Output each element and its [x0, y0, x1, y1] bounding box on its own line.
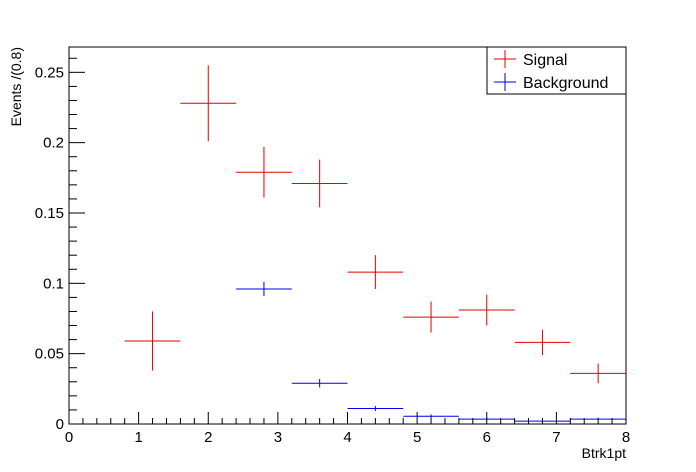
x-tick-label: 5 [413, 429, 421, 446]
data-point-background [403, 414, 459, 419]
legend-box [486, 46, 627, 95]
legend-entry-background: Background [494, 73, 608, 92]
legend-entry-signal: Signal [494, 50, 567, 69]
legend-label-background: Background [523, 75, 608, 92]
x-tick-label: 8 [622, 429, 630, 446]
x-tick-label: 0 [65, 429, 73, 446]
data-point-background [570, 417, 626, 421]
data-point-signal [514, 329, 571, 356]
legend-label-signal: Signal [523, 52, 567, 69]
x-tick-label: 3 [274, 429, 282, 446]
y-tick-label: 0.1 [43, 275, 64, 292]
data-point-signal [570, 363, 626, 384]
data-point-signal [124, 311, 181, 371]
data-point-signal [291, 159, 348, 208]
x-tick-label: 2 [204, 429, 212, 446]
data-point-background [347, 405, 404, 412]
x-axis: 0 1 2 3 4 5 6 7 8 [65, 412, 630, 446]
data-point-background [514, 420, 571, 423]
series-background [236, 281, 626, 423]
y-tick-label: 0.05 [35, 346, 64, 363]
data-point-signal [458, 294, 515, 326]
data-point-background [291, 378, 348, 388]
y-tick-label: 0 [56, 416, 64, 433]
data-point-signal [180, 65, 237, 142]
series-layer [124, 65, 626, 423]
x-tick-label: 4 [343, 429, 351, 446]
data-point-signal [236, 146, 292, 198]
data-point-background [458, 417, 515, 421]
data-point-signal [403, 301, 459, 333]
y-axis: 0 0.05 0.1 0.15 0.2 0.25 [35, 57, 85, 433]
y-tick-label: 0.25 [35, 64, 64, 81]
x-tick-label: 7 [552, 429, 560, 446]
series-signal [124, 65, 626, 384]
data-point-signal [347, 255, 404, 289]
data-point-background [236, 281, 292, 296]
y-axis-title: Events /(0.8) [8, 47, 24, 126]
x-tick-label: 1 [134, 429, 142, 446]
x-tick-label: 6 [483, 429, 491, 446]
x-axis-title: Btrk1pt [582, 445, 626, 461]
y-tick-label: 0.15 [35, 205, 64, 222]
y-tick-label: 0.2 [43, 135, 64, 152]
legend: Signal Background [486, 46, 627, 95]
